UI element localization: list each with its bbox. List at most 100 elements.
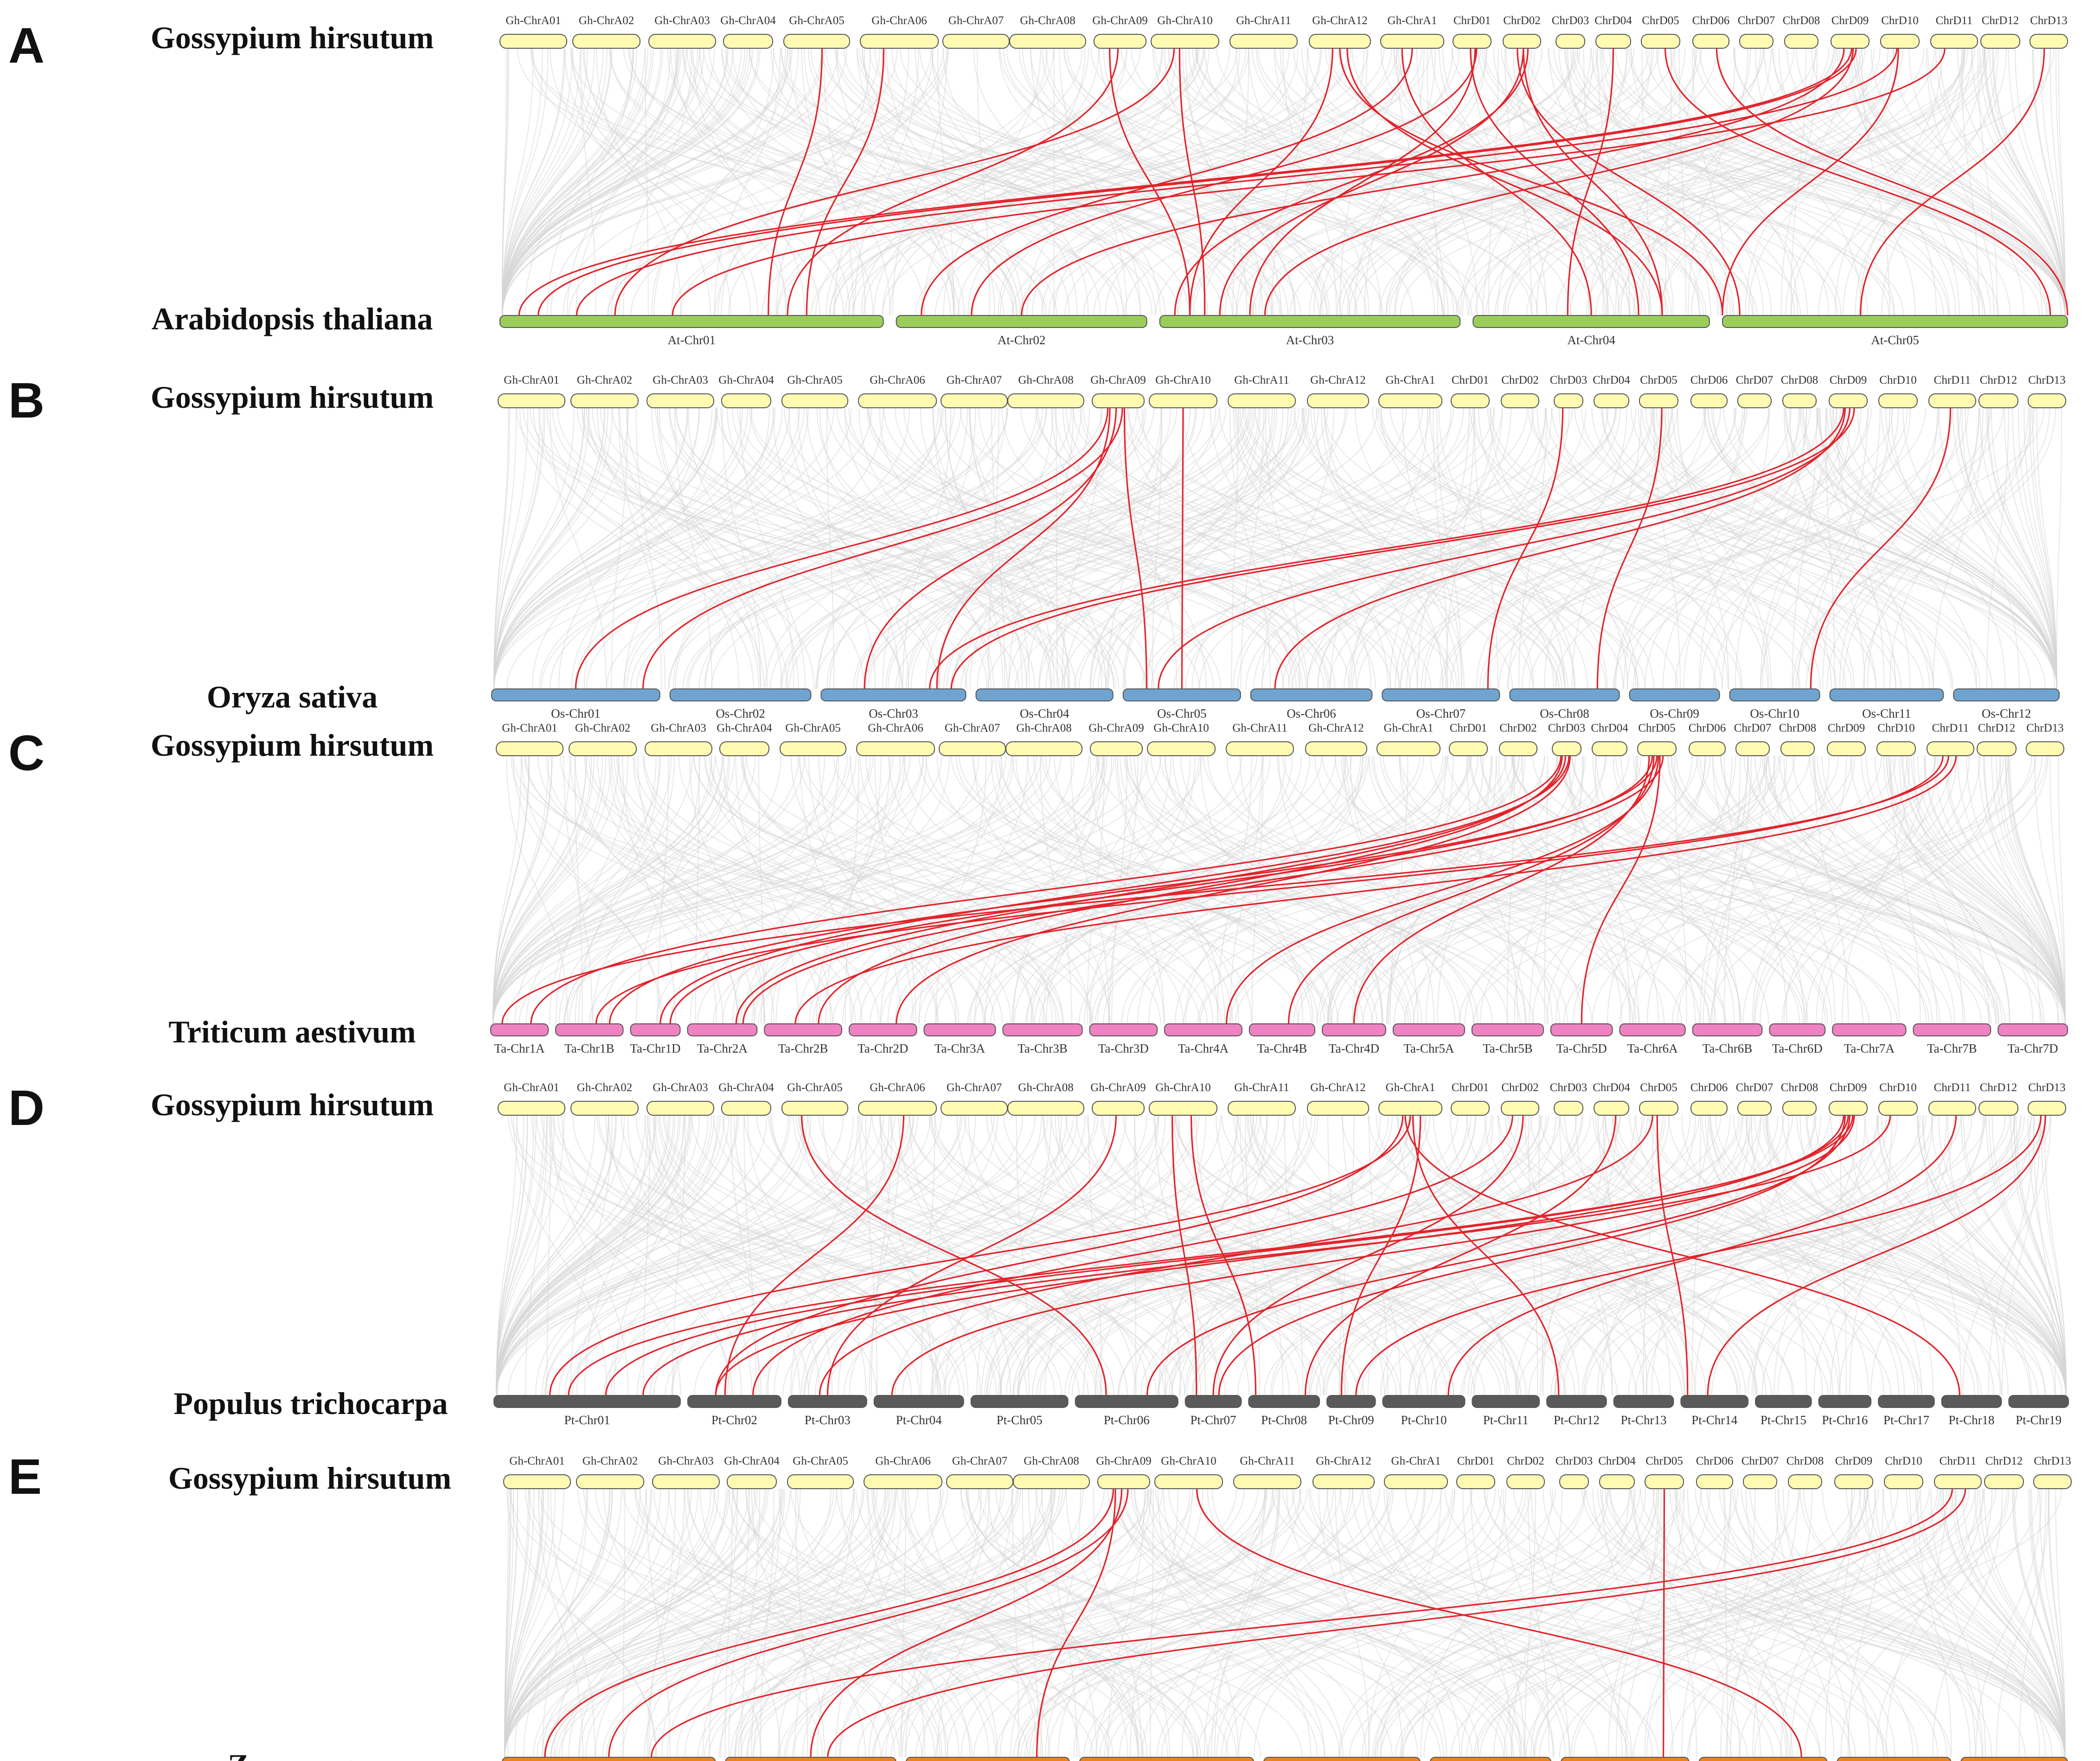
background-link — [496, 1115, 537, 1396]
bottom-chromosome — [1722, 315, 2068, 328]
background-link — [1792, 755, 2066, 1024]
top-chromosome — [1641, 34, 1680, 49]
bottom-chromosome — [490, 1023, 549, 1036]
top-chromosome-label: ChrD02 — [1501, 374, 1539, 386]
background-link — [668, 407, 988, 689]
background-link — [935, 1488, 1390, 1758]
background-link — [935, 755, 1424, 1024]
background-link — [762, 48, 1204, 316]
background-link — [1613, 755, 1863, 1024]
top-chromosome — [2026, 741, 2064, 756]
background-link — [1416, 1115, 2011, 1396]
background-link — [493, 407, 608, 689]
top-chromosome-label: Gh-ChrA12 — [1308, 722, 1364, 734]
background-link — [506, 407, 1103, 689]
background-link — [855, 1488, 1194, 1758]
background-link — [531, 48, 1125, 316]
top-chromosome-label: Gh-ChrA01 — [509, 1455, 564, 1467]
background-link — [1902, 407, 2057, 689]
background-link — [496, 1115, 739, 1396]
top-chromosome — [2028, 1101, 2066, 1116]
top-chromosome-label: Gh-ChrA06 — [868, 722, 923, 734]
background-link — [496, 1115, 915, 1396]
background-link — [1645, 1115, 1878, 1396]
background-link — [858, 48, 1460, 316]
background-link — [1538, 1115, 1543, 1396]
background-link — [1203, 755, 1717, 1024]
background-link — [781, 407, 1300, 689]
bottom-chromosome — [1550, 1023, 1613, 1036]
background-link — [1376, 407, 1853, 689]
top-chromosome-label: Gh-ChrA04 — [718, 1081, 774, 1094]
panel-letter: C — [8, 725, 45, 781]
background-link — [749, 48, 1166, 316]
background-link — [1124, 48, 1675, 316]
background-link — [1488, 48, 1499, 316]
background-link — [502, 48, 753, 316]
background-link — [1546, 755, 1705, 1024]
background-link — [538, 1488, 583, 1758]
top-chromosome — [1007, 1101, 1084, 1116]
background-link — [1642, 407, 2031, 689]
top-chromosome — [1005, 741, 1082, 756]
top-chromosome-label: ChrD11 — [1940, 1455, 1977, 1467]
top-chromosome — [1451, 1101, 1490, 1116]
syntenic-link — [724, 1115, 904, 1396]
background-link — [1125, 755, 1683, 1024]
bottom-chromosome-label: Pt-Chr17 — [1883, 1413, 1929, 1427]
background-link — [1607, 1488, 1662, 1758]
background-link — [1018, 1115, 1268, 1396]
background-link — [1695, 1488, 2053, 1758]
background-link — [1337, 48, 1895, 316]
bottom-chromosome — [1941, 1395, 2002, 1408]
background-link — [1572, 755, 2006, 1024]
background-link — [1013, 755, 1104, 1024]
background-link — [1466, 1488, 1869, 1758]
background-link — [1783, 755, 1939, 1024]
syntenic-link — [928, 407, 1844, 689]
background-link — [1226, 755, 1545, 1024]
background-link — [1528, 1115, 2006, 1396]
background-link — [1055, 1115, 1221, 1396]
background-link — [1602, 407, 1855, 689]
top-chromosome-label: Gh-ChrA08 — [1018, 374, 1073, 386]
background-link — [1564, 48, 1985, 316]
background-link — [1668, 1115, 2067, 1396]
top-chromosome — [858, 1101, 937, 1116]
background-link — [1892, 48, 2066, 316]
background-link — [659, 1115, 997, 1396]
background-link — [742, 755, 1034, 1024]
background-link — [1698, 407, 1770, 689]
background-link — [626, 407, 996, 689]
background-link — [493, 407, 629, 689]
top-chromosome-label: Gh-ChrA02 — [583, 1455, 638, 1467]
background-link — [937, 1488, 1012, 1758]
background-link — [1395, 48, 1654, 316]
bottom-chromosome-label: Ta-Chr1D — [630, 1041, 680, 1055]
background-link — [826, 407, 1127, 689]
background-link — [529, 1488, 882, 1758]
background-link — [1128, 407, 1308, 689]
syntenic-link — [891, 1115, 1855, 1396]
background-link — [623, 407, 942, 689]
background-link — [687, 407, 806, 689]
top-chromosome-label: ChrD06 — [1689, 722, 1726, 734]
bottom-chromosome — [1837, 1757, 1952, 1761]
background-link — [1790, 1488, 1876, 1758]
background-link — [1484, 1115, 1696, 1396]
bottom-chromosome — [687, 1023, 758, 1036]
background-link — [536, 1488, 1018, 1758]
background-link — [991, 407, 1005, 689]
top-chromosome-label: Gh-ChrA01 — [504, 1081, 559, 1094]
background-link — [2055, 1488, 2066, 1758]
syntenic-link — [742, 755, 1664, 1024]
background-link — [1343, 755, 1435, 1024]
background-link — [1677, 407, 1772, 689]
background-link — [720, 48, 886, 316]
background-link — [1640, 48, 1749, 316]
background-link — [506, 755, 569, 1024]
background-link — [1708, 1115, 1994, 1396]
syntenic-link — [715, 1115, 1404, 1396]
background-link — [1715, 1115, 2067, 1396]
bottom-chromosome — [1998, 1023, 2068, 1036]
